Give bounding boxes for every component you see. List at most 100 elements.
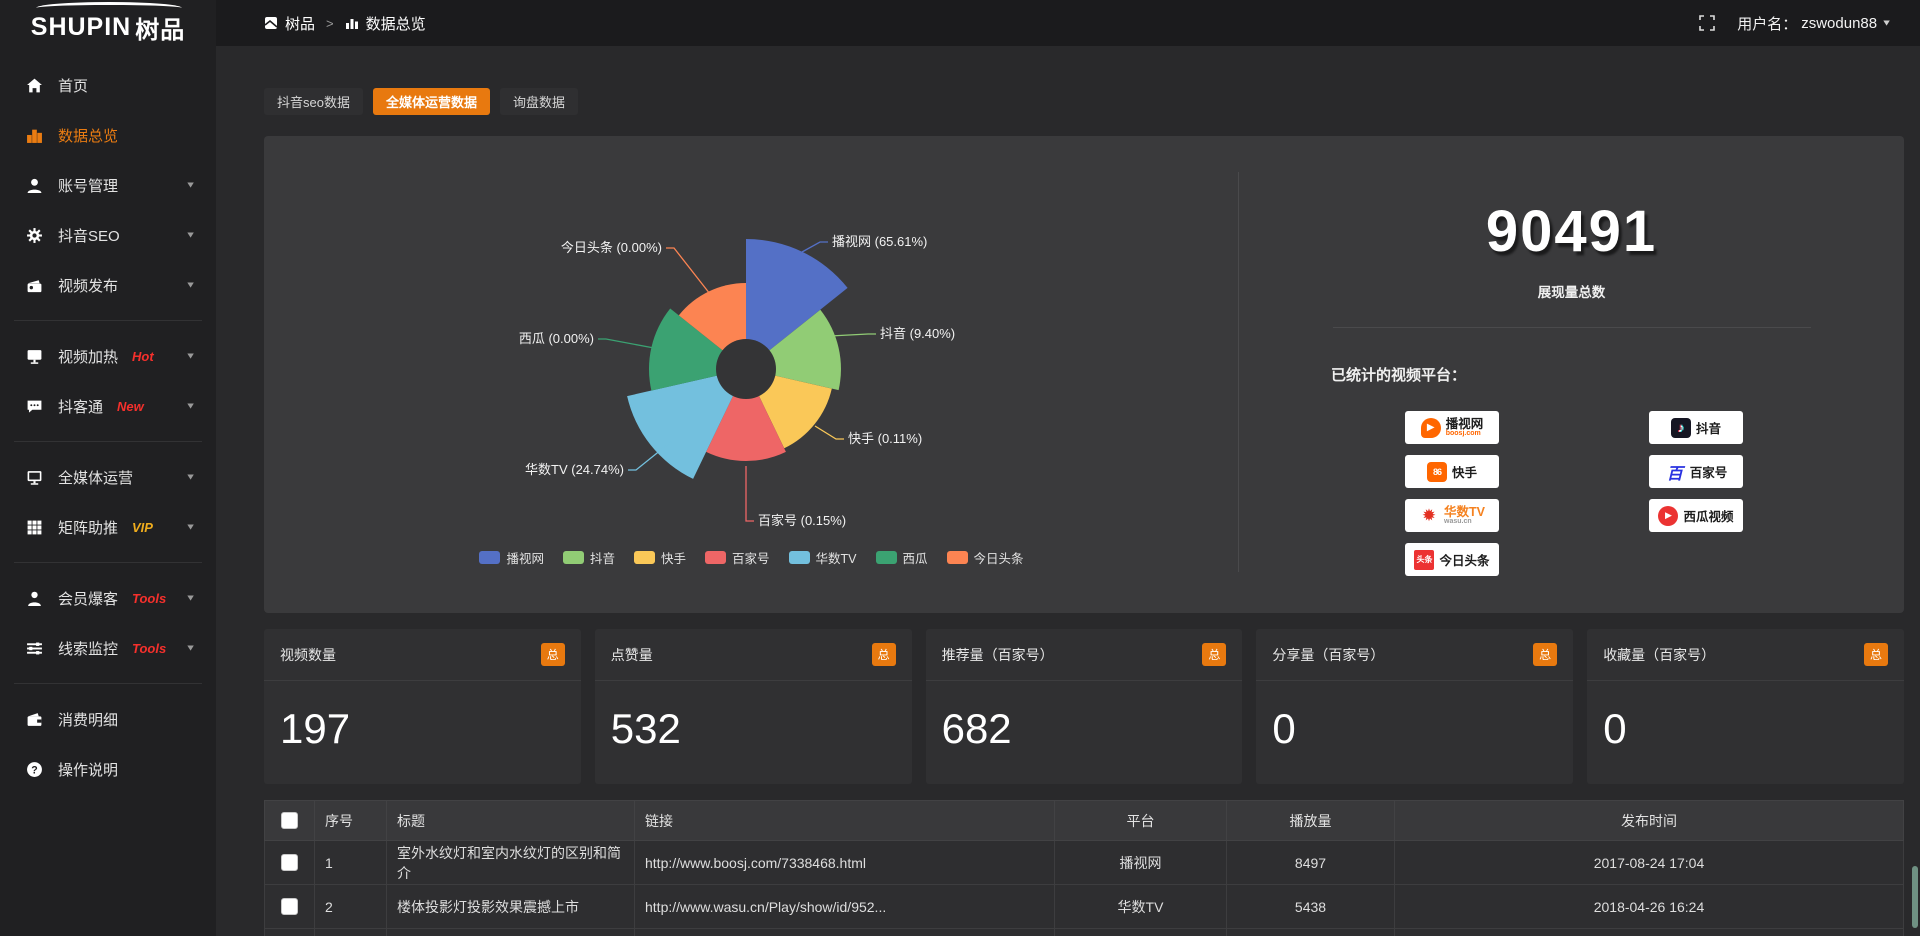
- stat-card-收藏量（百家号）: 收藏量（百家号） 总 0: [1587, 629, 1904, 784]
- row-checkbox[interactable]: [281, 898, 298, 915]
- pie-hole: [716, 339, 776, 399]
- scrollbar-thumb[interactable]: [1912, 866, 1918, 928]
- sidebar-item-全媒体运营[interactable]: 全媒体运营 ▼: [0, 452, 216, 502]
- label-line-百家号: [745, 466, 754, 522]
- label-line-今日头条: [666, 247, 711, 295]
- stat-card-header: 推荐量（百家号） 总: [925, 629, 1243, 681]
- column-header-平台: 平台: [1054, 800, 1227, 841]
- chart-legend: 播视网 抖音 快手 百家号 华数TV 西瓜 今日头条: [264, 548, 1239, 567]
- chevron-down-icon: ▼: [185, 230, 196, 240]
- stat-card-分享量（百家号）: 分享量（百家号） 总 0: [1256, 629, 1574, 784]
- sidebar-item-消费明细[interactable]: 消费明细: [0, 694, 216, 744]
- sidebar-item-矩阵助推[interactable]: 矩阵助推 VIP ▼: [0, 502, 216, 552]
- sidebar-item-label: 数据总览: [58, 127, 119, 145]
- chevron-down-icon: ▼: [185, 351, 196, 361]
- sidebar-item-抖音SEO[interactable]: 抖音SEO ▼: [0, 210, 216, 260]
- tab-询盘数据[interactable]: 询盘数据: [499, 88, 578, 115]
- sidebar-badge-VIP: VIP: [132, 519, 153, 535]
- stat-card-title: 视频数量: [280, 646, 336, 663]
- row-index: 1: [314, 840, 387, 885]
- sidebar-badge-Tools: Tools: [132, 590, 167, 606]
- sidebar-item-会员爆客[interactable]: 会员爆客 Tools ▼: [0, 573, 216, 623]
- sidebar-item-账号管理[interactable]: 账号管理 ▼: [0, 160, 216, 210]
- panel-divider-vertical: [1238, 172, 1239, 572]
- stat-card-title: 分享量（百家号）: [1272, 646, 1385, 663]
- breadcrumb-separator: >: [326, 15, 334, 31]
- label-line-播视网: [801, 241, 828, 253]
- sidebar: 首页数据总览账号管理 ▼ 抖音SEO ▼ 视频发布 ▼ 视频加热 Hot ▼ 抖客通 New ▼ 全媒体…: [0, 46, 216, 936]
- sidebar-item-label: 会员爆客: [58, 590, 119, 608]
- sidebar-item-抖客通[interactable]: 抖客通 New ▼: [0, 381, 216, 431]
- tab-抖音seo数据[interactable]: 抖音seo数据: [264, 88, 363, 115]
- pie-slice-华数TV[interactable]: [627, 369, 746, 479]
- legend-item-今日头条[interactable]: 今日头条: [946, 548, 1024, 567]
- plays-cell: 5438: [1226, 884, 1395, 929]
- rose-chart: 播视网 (65.61%) 抖音 (9.40%) 快手 (0.11%) 百家号 (0.1…: [264, 136, 1239, 613]
- pie-slice-百家号[interactable]: [706, 369, 786, 462]
- stat-card-value: 197: [280, 705, 351, 752]
- data-tabs: 抖音seo数据 全媒体运营数据 询盘数据: [264, 88, 1904, 115]
- legend-item-快手[interactable]: 快手: [633, 548, 686, 567]
- sidebar-item-首页[interactable]: 首页: [0, 60, 216, 110]
- user-menu[interactable]: 用户名： zswodun88 ▼: [1737, 13, 1892, 34]
- sidebar-item-线索监控[interactable]: 线索监控 Tools ▼: [0, 623, 216, 673]
- video-title-link[interactable]: 楼体投影灯投影效果震撼上市: [386, 884, 635, 929]
- sidebar-item-视频加热[interactable]: 视频加热 Hot ▼: [0, 331, 216, 381]
- platform-badge-快手: 86 快手: [1405, 455, 1499, 488]
- platform-badges: ▶ 播视网 boosj.com 86 快手 ✹ 华数TV wasu.cn 头条 今日头条 ♪ 抖音百百…: [1405, 411, 1904, 576]
- pie-slice-播视网[interactable]: [746, 239, 848, 369]
- select-all-checkbox[interactable]: [281, 812, 298, 829]
- total-badge[interactable]: 总: [1533, 643, 1558, 666]
- table-row[interactable]: [264, 928, 1904, 936]
- tab-全媒体运营数据[interactable]: 全媒体运营数据: [372, 88, 490, 115]
- table-row[interactable]: 2 楼体投影灯投影效果震撼上市 http://www.wasu.cn/Play/sh…: [264, 884, 1904, 929]
- legend-swatch: [479, 551, 501, 564]
- legend-item-百家号[interactable]: 百家号: [705, 548, 770, 567]
- legend-item-抖音[interactable]: 抖音: [562, 548, 615, 567]
- total-badge[interactable]: 总: [540, 643, 565, 666]
- total-badge[interactable]: 总: [1202, 643, 1227, 666]
- video-title-link[interactable]: 室外水纹灯和室内水纹灯的区别和简介: [386, 840, 635, 885]
- breadcrumb-root[interactable]: 树品: [285, 15, 316, 33]
- total-badge[interactable]: 总: [871, 643, 896, 666]
- stat-card-value: 532: [610, 705, 681, 752]
- platform-badge-抖音: ♪ 抖音: [1649, 411, 1743, 444]
- stat-card-title: 点赞量: [610, 646, 653, 663]
- row-index: 2: [314, 884, 387, 929]
- platform-name-group: 播视网 boosj.com: [1446, 418, 1484, 438]
- sidebar-item-数据总览[interactable]: 数据总览: [0, 110, 216, 160]
- legend-item-播视网[interactable]: 播视网: [479, 548, 544, 567]
- sidebar-item-视频发布[interactable]: 视频发布 ▼: [0, 260, 216, 310]
- legend-item-西瓜[interactable]: 西瓜: [875, 548, 928, 567]
- total-badge[interactable]: 总: [1863, 643, 1888, 666]
- app-logo[interactable]: SHUPIN 树品: [0, 0, 216, 46]
- stat-card-title: 推荐量（百家号）: [941, 646, 1054, 663]
- bar-chart-icon: [345, 16, 359, 30]
- row-checkbox[interactable]: [281, 854, 298, 871]
- plays-cell: [1226, 928, 1395, 936]
- summary-section: 90491 展现量总数 已统计的视频平台： ▶ 播视网 boosj.com 86 快手 ✹…: [1239, 136, 1904, 613]
- kuaishou-logo-icon: 86: [1426, 461, 1447, 482]
- bar-chart-icon: [26, 127, 43, 144]
- legend-item-华数TV[interactable]: 华数TV: [788, 548, 857, 567]
- legend-swatch: [705, 551, 726, 564]
- summary-divider: [1332, 327, 1811, 328]
- sidebar-divider: [14, 683, 202, 684]
- xigua-logo-icon: ▶: [1658, 505, 1679, 526]
- platform-name: 百家号: [1689, 466, 1728, 480]
- table-row[interactable]: 1 室外水纹灯和室内水纹灯的区别和简介 http://www.boosj.com/7…: [264, 840, 1904, 885]
- video-url-link[interactable]: http://www.wasu.cn/Play/show/id/952...: [634, 884, 1055, 929]
- sidebar-item-操作说明[interactable]: ? 操作说明: [0, 744, 216, 794]
- video-url-link[interactable]: http://www.boosj.com/7338468.html: [634, 840, 1055, 885]
- breadcrumb-current[interactable]: 数据总览: [365, 15, 426, 33]
- stat-card-视频数量: 视频数量 总 197: [264, 629, 581, 784]
- platform-name: 华数TV: [1444, 504, 1485, 519]
- platform-subtext: wasu.cn: [1444, 518, 1472, 526]
- monitor-icon: [26, 469, 43, 486]
- stat-card-value: 0: [1272, 705, 1296, 752]
- column-header-发布时间: 发布时间: [1394, 800, 1904, 841]
- sidebar-badge-New: New: [117, 398, 144, 414]
- wallet-icon: [26, 711, 43, 728]
- platform-name-group: 华数TV wasu.cn: [1444, 506, 1485, 526]
- fullscreen-icon[interactable]: [1699, 15, 1716, 31]
